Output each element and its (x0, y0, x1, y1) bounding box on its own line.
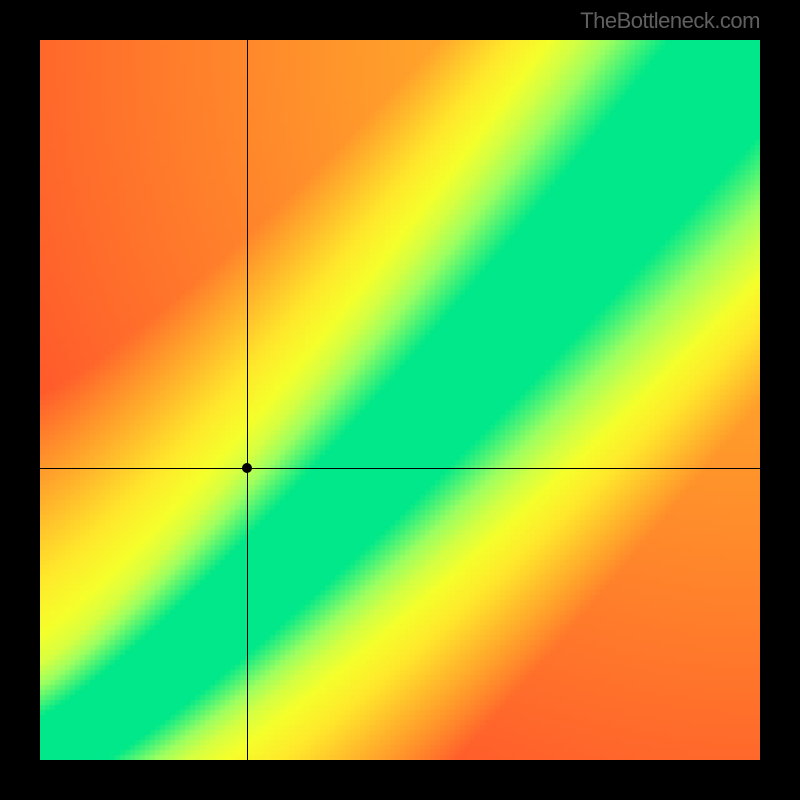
crosshair-point (242, 463, 252, 473)
chart-container: TheBottleneck.com (0, 0, 800, 800)
heatmap-canvas (40, 40, 760, 760)
plot-area (40, 40, 760, 760)
crosshair-horizontal-line (40, 468, 760, 469)
watermark-text: TheBottleneck.com (580, 8, 760, 34)
crosshair-vertical-line (247, 40, 248, 760)
